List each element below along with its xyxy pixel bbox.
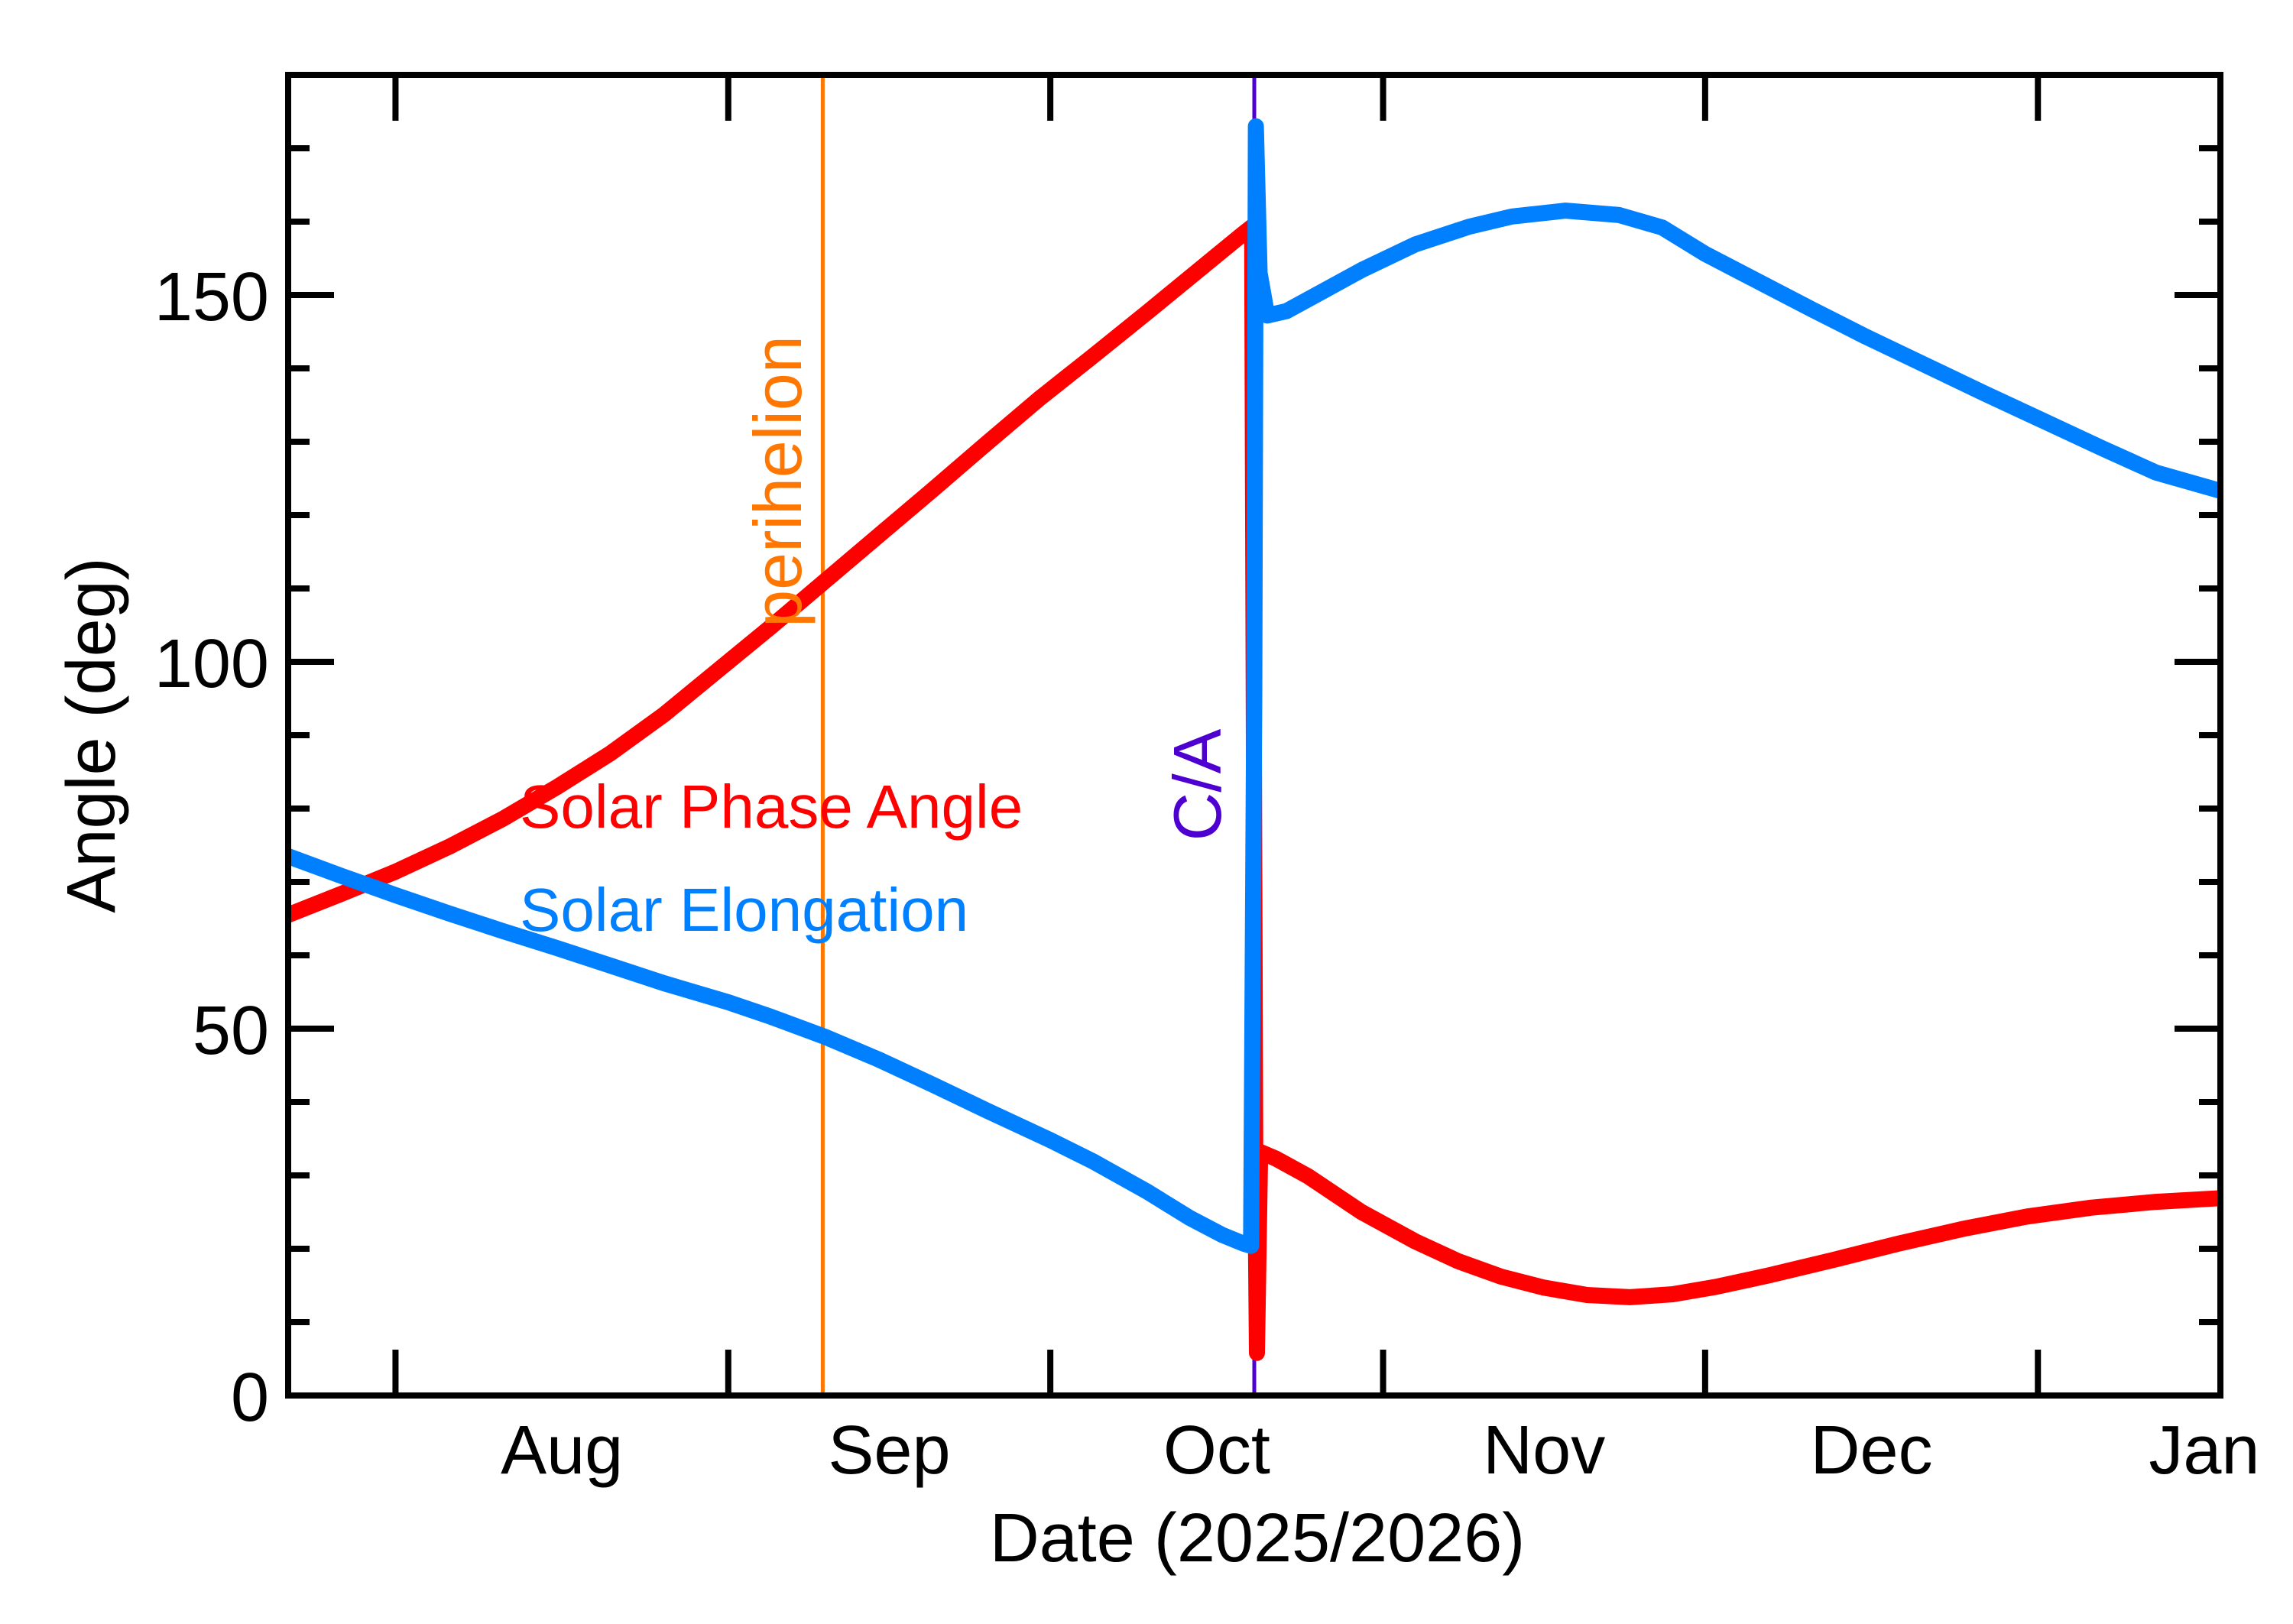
y-tick-label: 150: [154, 259, 269, 335]
x-axis-title: Date (2025/2026): [990, 1500, 1526, 1577]
close-approach-label: C/A: [1159, 728, 1235, 841]
x-tick-label-aug: Aug: [501, 1412, 623, 1489]
x-tick-label-nov: Nov: [1483, 1412, 1605, 1489]
y-axis-title: Angle (deg): [54, 557, 130, 912]
axis-tick-labels: 0 50 100 150 Aug Sep Oct Nov Dec Jan: [154, 259, 2260, 1489]
solar-phase-angle-label: Solar Phase Angle: [520, 773, 1023, 841]
plot-frame: [285, 72, 2223, 1399]
y-tick-label: 50: [193, 993, 269, 1069]
axis-ticks: [288, 75, 2220, 1395]
perihelion-label: perihelion: [740, 335, 816, 627]
x-tick-label-sep: Sep: [828, 1412, 950, 1489]
solar-elongation-label: Solar Elongation: [520, 876, 968, 944]
x-tick-label-jan: Jan: [2149, 1412, 2259, 1489]
y-tick-label: 0: [231, 1360, 269, 1436]
solar-elongation-curve: [287, 118, 2222, 1254]
x-tick-label-dec: Dec: [1811, 1412, 1933, 1489]
y-tick-label: 100: [154, 626, 269, 702]
x-tick-label-oct: Oct: [1163, 1412, 1270, 1489]
data-curves: [287, 118, 2222, 1361]
